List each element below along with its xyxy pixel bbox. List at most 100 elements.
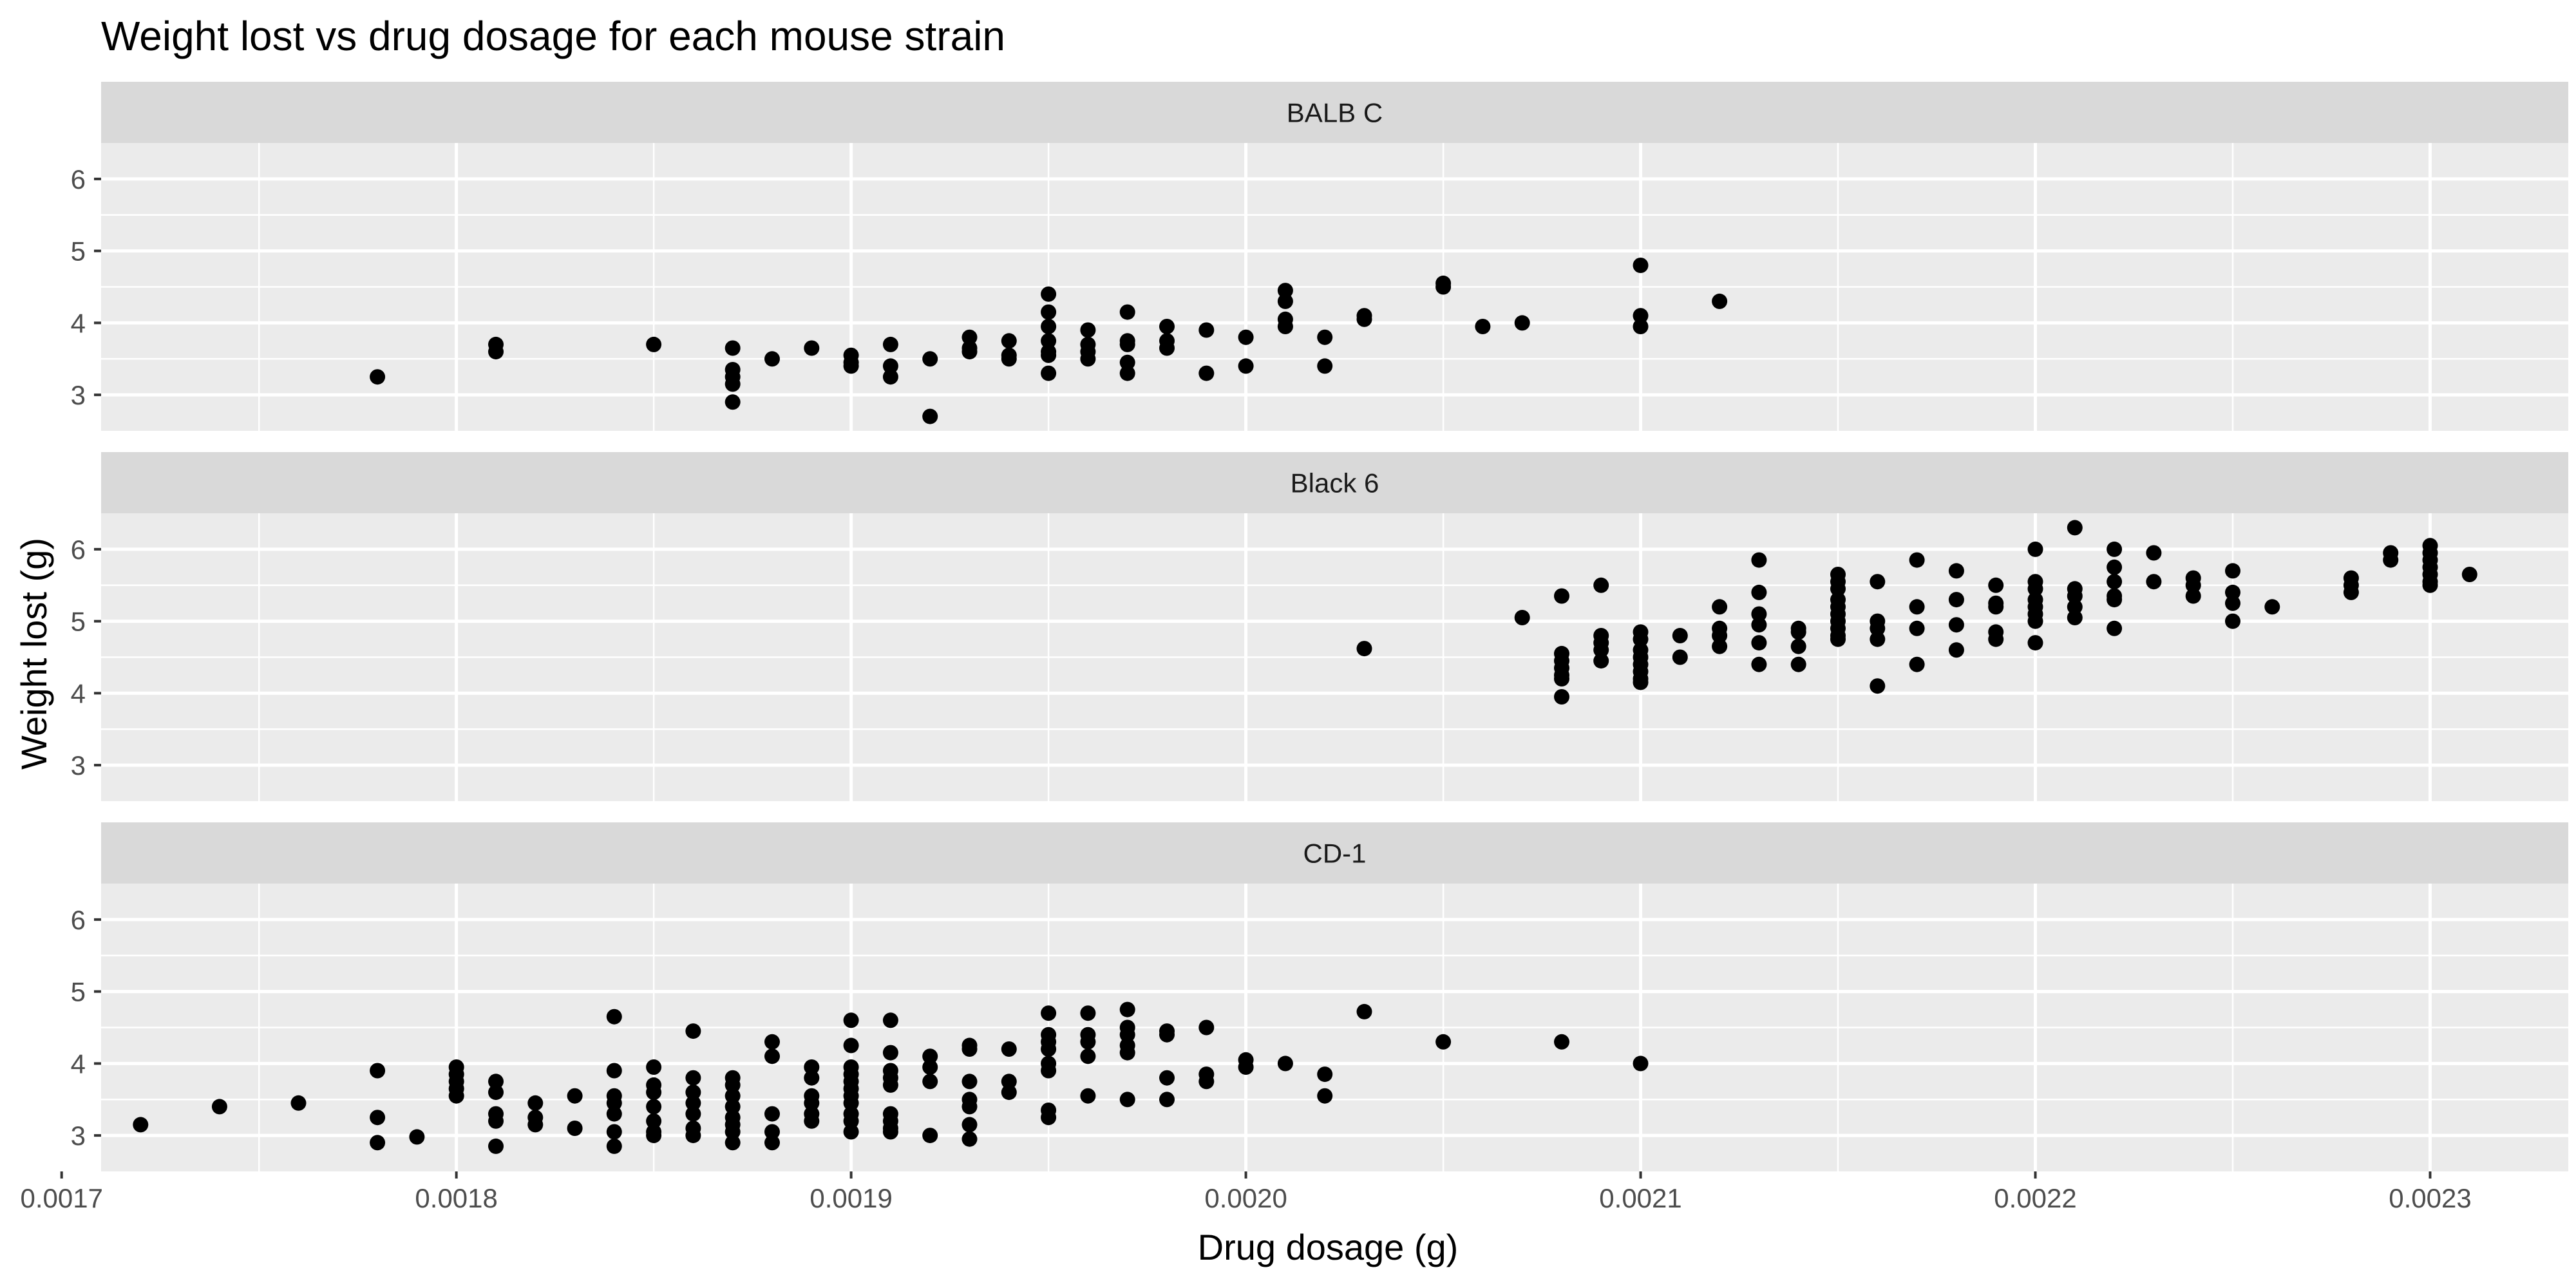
data-point [2107,541,2123,557]
data-point [764,1135,780,1151]
data-point [1080,1005,1096,1021]
x-tick-label: 0.0018 [415,1183,497,1213]
y-tick-label: 3 [71,750,86,781]
data-point [1751,656,1767,672]
data-point [1041,1005,1057,1021]
data-point [1790,656,1806,672]
data-point [2422,577,2438,593]
data-point [1317,1088,1333,1104]
data-point [882,1124,898,1140]
y-tick-label: 6 [71,164,86,194]
data-point [2067,610,2083,625]
data-point [1554,689,1569,705]
data-point [961,344,978,360]
data-point [1593,653,1609,669]
data-point [843,1113,859,1129]
data-point [1988,599,2004,615]
data-point [882,1045,898,1061]
data-point [1751,617,1767,633]
data-point [1988,631,2004,647]
data-point [724,1124,741,1140]
data-point [527,1117,544,1133]
data-point [1238,358,1254,374]
data-point [764,1124,780,1140]
data-point [922,1074,938,1090]
data-point [1001,333,1017,349]
data-point [2027,541,2043,557]
facet-strip [101,452,2568,513]
data-point [685,1084,701,1101]
data-point [409,1129,425,1145]
data-point [1751,584,1767,600]
facet-balb-c: BALB C 3 4 5 6 [60,82,2568,431]
y-axis-title: Weight lost (g) [14,538,54,770]
data-point [1751,635,1767,651]
y-tick-label: 5 [71,977,86,1007]
y-tick-label: 4 [71,308,86,338]
data-point [1238,329,1254,345]
data-point [764,1048,780,1065]
data-point [1001,1074,1017,1090]
data-point [1514,610,1530,625]
data-point [804,1095,820,1111]
data-point [646,336,662,352]
data-point [1119,336,1135,352]
data-point [1514,315,1530,331]
data-point [1159,319,1175,334]
data-point [2146,574,2162,590]
data-point [882,1012,898,1028]
data-point [685,1070,701,1086]
data-point [1119,1001,1135,1018]
data-point [724,1099,741,1115]
x-axis-title: Drug dosage (g) [1198,1227,1459,1267]
data-point [2107,559,2123,575]
data-point [1001,1041,1017,1057]
data-point [724,1088,741,1104]
data-point [922,1048,938,1065]
data-point [1751,606,1767,622]
data-point [685,1095,701,1111]
data-point [1277,319,1293,334]
data-point [1317,1066,1333,1083]
data-point [1909,599,1925,615]
data-point [1870,574,1886,590]
data-point [606,1095,622,1111]
data-point [1870,631,1886,647]
data-point [843,1012,859,1028]
data-point [1041,347,1057,363]
data-point [646,1084,662,1101]
data-point [922,1128,938,1144]
data-point [843,1037,859,1054]
data-point [724,376,741,392]
data-point [1948,592,1964,608]
data-point [1633,308,1649,324]
y-tick-label: 6 [71,535,86,565]
data-point [1554,671,1569,687]
data-point [1435,279,1452,295]
data-point [1356,641,1372,657]
data-point [804,340,820,356]
data-point [961,1099,978,1115]
data-point [1435,1034,1452,1050]
data-point [1277,283,1293,299]
data-point [606,1138,622,1154]
y-tick-label: 5 [71,236,86,267]
data-point [290,1095,307,1111]
data-point [922,408,938,424]
data-point [2067,588,2083,604]
x-tick-label: 0.0022 [1994,1183,2076,1213]
data-point [804,1113,820,1129]
data-point [1633,674,1649,690]
data-point [2225,613,2240,629]
data-point [2067,599,2083,615]
x-tick-label: 0.0017 [20,1183,102,1213]
data-point [961,1074,978,1090]
data-point [961,1117,978,1133]
data-point [1080,1034,1096,1050]
data-point [1475,319,1491,334]
data-point [370,1135,386,1151]
x-tick-label: 0.0019 [810,1183,892,1213]
data-point [804,1070,820,1086]
data-point [1041,1110,1057,1126]
